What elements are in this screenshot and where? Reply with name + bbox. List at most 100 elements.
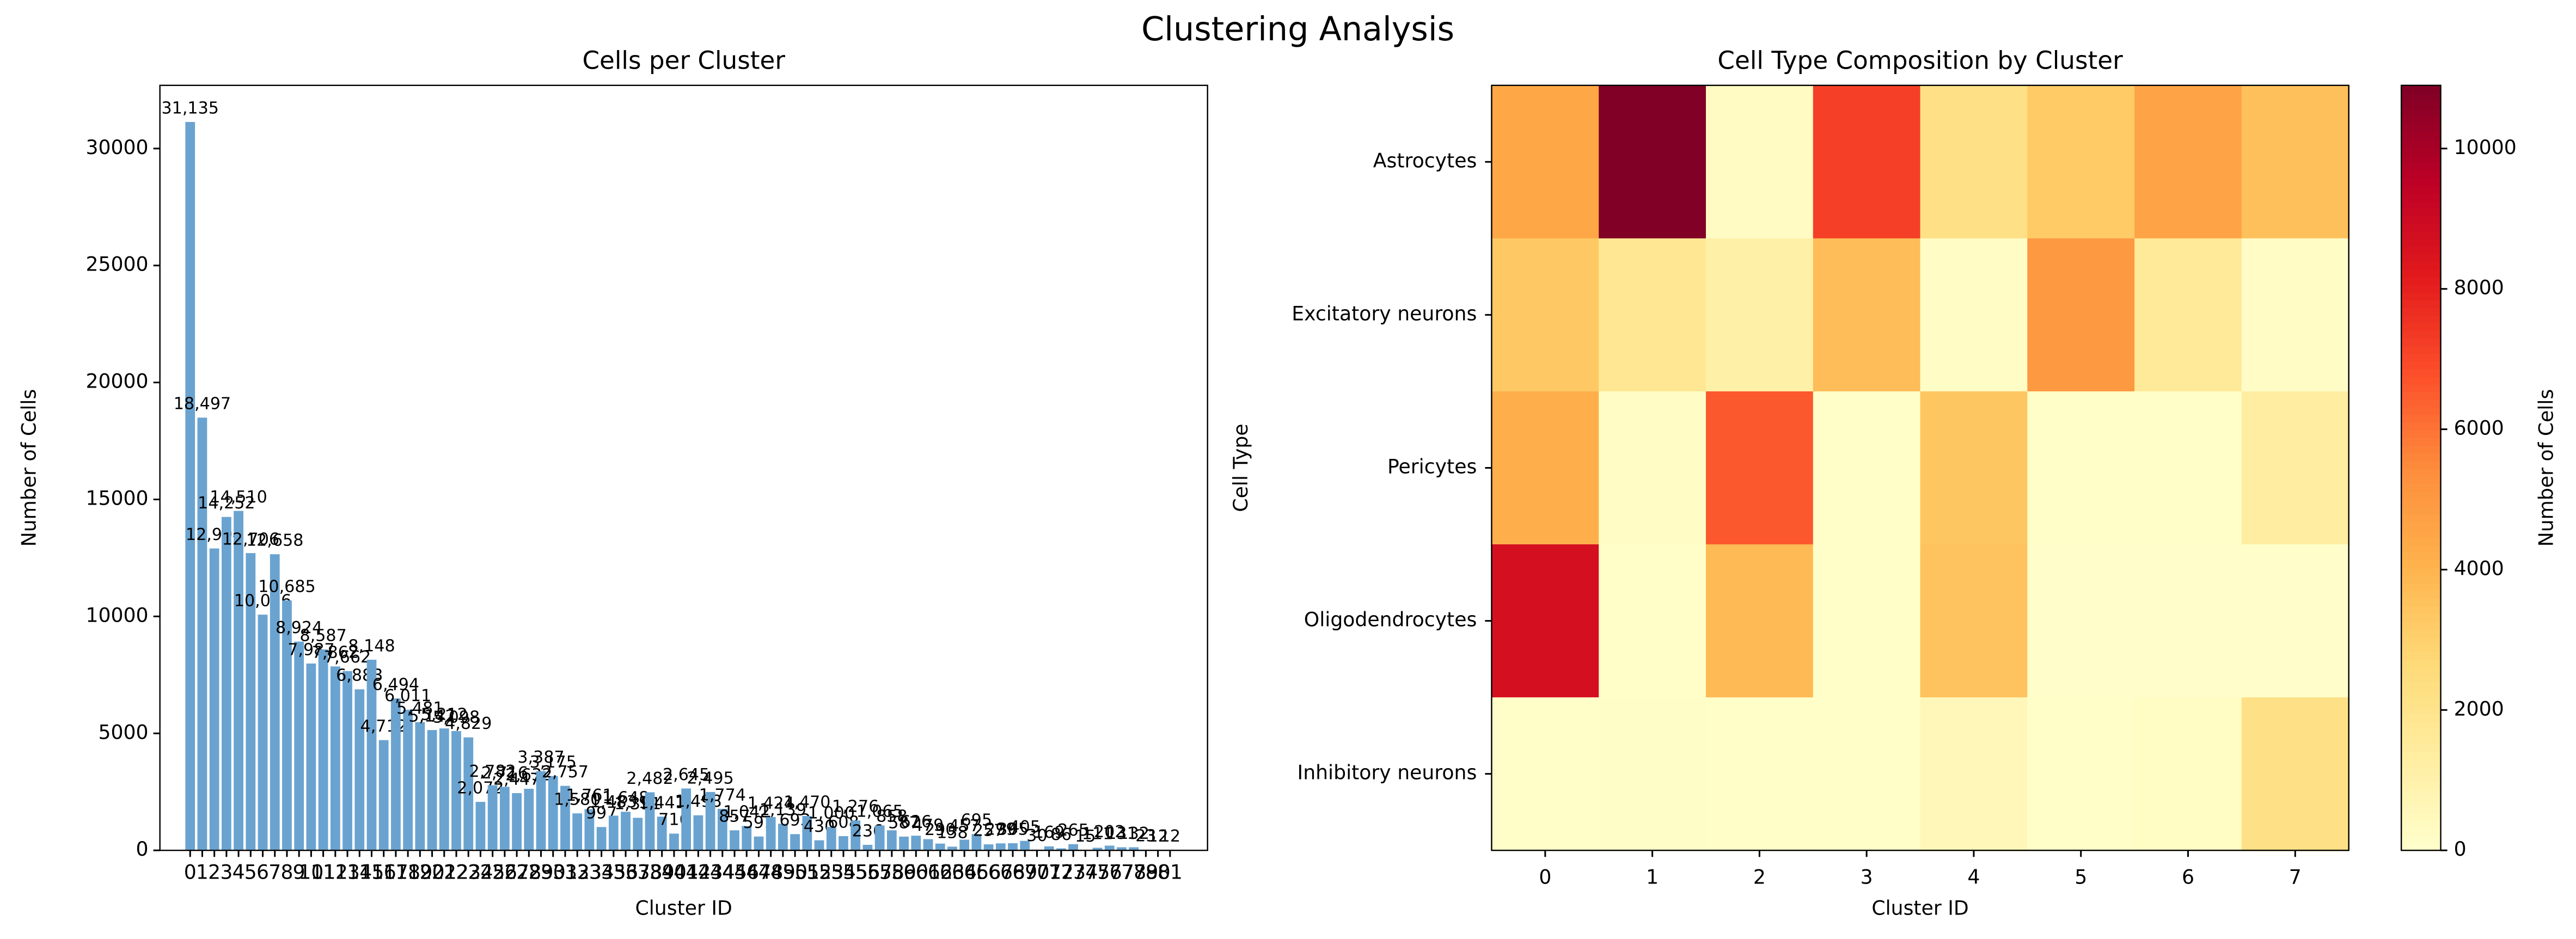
heatmap-cell (2242, 85, 2349, 240)
colorbar-segment (2401, 766, 2440, 775)
x-tick-label: 5 (244, 860, 257, 883)
value-label: 4,829 (445, 714, 492, 733)
bar (258, 615, 268, 850)
x-tick-label: 0 (184, 860, 197, 883)
heatmap-cell (1599, 544, 1706, 698)
heatmap-cell (1491, 238, 1599, 392)
colorbar-segment (2401, 216, 2440, 224)
heatmap-cell (1706, 391, 1814, 545)
colorbar-segment (2401, 407, 2440, 415)
colorbar-segment (2401, 131, 2440, 140)
colorbar-segment (2401, 605, 2440, 614)
y-tick-label: 15000 (86, 487, 149, 510)
x-tick-label: 4 (232, 860, 245, 883)
heatmap-cell (1599, 391, 1706, 545)
heatmap-cell (1706, 85, 1814, 240)
bar (222, 517, 231, 851)
bar (633, 818, 643, 850)
heatmap-cell (1599, 697, 1706, 851)
colorbar-segment (2401, 590, 2440, 599)
value-label: 8,148 (348, 636, 395, 655)
heatmap-cell (2242, 544, 2349, 698)
colorbar-segment (2401, 238, 2440, 247)
x-tick-label: 2 (1753, 865, 1766, 888)
colorbar-segment (2401, 751, 2440, 759)
colorbar-segment (2401, 636, 2440, 645)
colorbar-segment (2401, 330, 2440, 339)
colorbar-segment (2401, 414, 2440, 423)
value-label: 2,495 (687, 769, 733, 788)
colorbar-segment (2401, 582, 2440, 591)
heatmap-cell (2027, 391, 2135, 545)
colorbar-segment (2401, 269, 2440, 278)
bar (185, 122, 195, 850)
bar (403, 710, 413, 850)
heatmap-cell (2242, 391, 2349, 545)
x-tick-label: 2 (208, 860, 221, 883)
colorbar-segment (2401, 835, 2440, 844)
bar (875, 825, 885, 850)
colorbar-segment (2401, 659, 2440, 668)
y-tick-label: Excitatory neurons (1292, 302, 1477, 325)
colorbar-segment (2401, 552, 2440, 561)
colorbar-segment (2401, 575, 2440, 584)
colorbar-segment (2401, 315, 2440, 323)
colorbar-segment (2401, 644, 2440, 653)
colorbar-segment (2401, 452, 2440, 461)
bar (609, 815, 619, 850)
axes-title: Cell Type Composition by Cluster (1717, 46, 2123, 75)
bar (270, 554, 280, 850)
heatmap-cell (2242, 238, 2349, 392)
bar (354, 689, 364, 850)
y-axis-label: Number of Cells (17, 389, 40, 547)
colorbar-segment (2401, 185, 2440, 194)
heatmap-cell (1599, 85, 1706, 240)
heatmap-cell (2134, 544, 2242, 698)
bar (294, 642, 304, 851)
colorbar-segment (2401, 743, 2440, 752)
y-tick-label: 0 (136, 837, 149, 861)
bar (415, 722, 425, 851)
bar (996, 843, 1006, 850)
bar (815, 840, 824, 850)
colorbar-segment (2401, 805, 2440, 813)
colorbar-segment (2401, 422, 2440, 431)
colorbar-segment (2401, 361, 2440, 370)
x-tick-label: 0 (1539, 865, 1551, 888)
bar (307, 664, 316, 850)
heatmap-cell (2027, 544, 2135, 698)
heatmap-cell (1706, 238, 1814, 392)
colorbar-segment (2401, 674, 2440, 683)
heatmap-cell (1920, 85, 2028, 240)
colorbar-segment (2401, 292, 2440, 300)
colorbar-segment (2401, 491, 2440, 500)
bar (754, 837, 764, 850)
bar (342, 671, 352, 850)
heatmap-cell (2134, 85, 2242, 240)
colorbar-segment (2401, 697, 2440, 706)
colorbar-segment (2401, 759, 2440, 768)
colorbar-segment (2401, 735, 2440, 744)
colorbar-segment (2401, 514, 2440, 523)
bar (536, 771, 546, 851)
heatmap-cell (2027, 238, 2135, 392)
colorbar-segment (2401, 116, 2440, 125)
colorbar-segment (2401, 353, 2440, 362)
colorbar-tick-label: 4000 (2454, 556, 2504, 580)
colorbar-segment (2401, 544, 2440, 553)
colorbar-segment (2401, 208, 2440, 217)
bar (693, 815, 703, 850)
colorbar-segment (2401, 146, 2440, 155)
x-axis-label: Cluster ID (1871, 897, 1968, 920)
colorbar-segment (2401, 774, 2440, 783)
colorbar-segment (2401, 193, 2440, 201)
colorbar-segment (2401, 391, 2440, 400)
y-tick-label: 20000 (86, 370, 149, 393)
bar (899, 837, 909, 850)
bar (863, 845, 873, 850)
heatmap-cell (1491, 85, 1599, 240)
colorbar-segment (2401, 369, 2440, 377)
bar (621, 812, 631, 850)
